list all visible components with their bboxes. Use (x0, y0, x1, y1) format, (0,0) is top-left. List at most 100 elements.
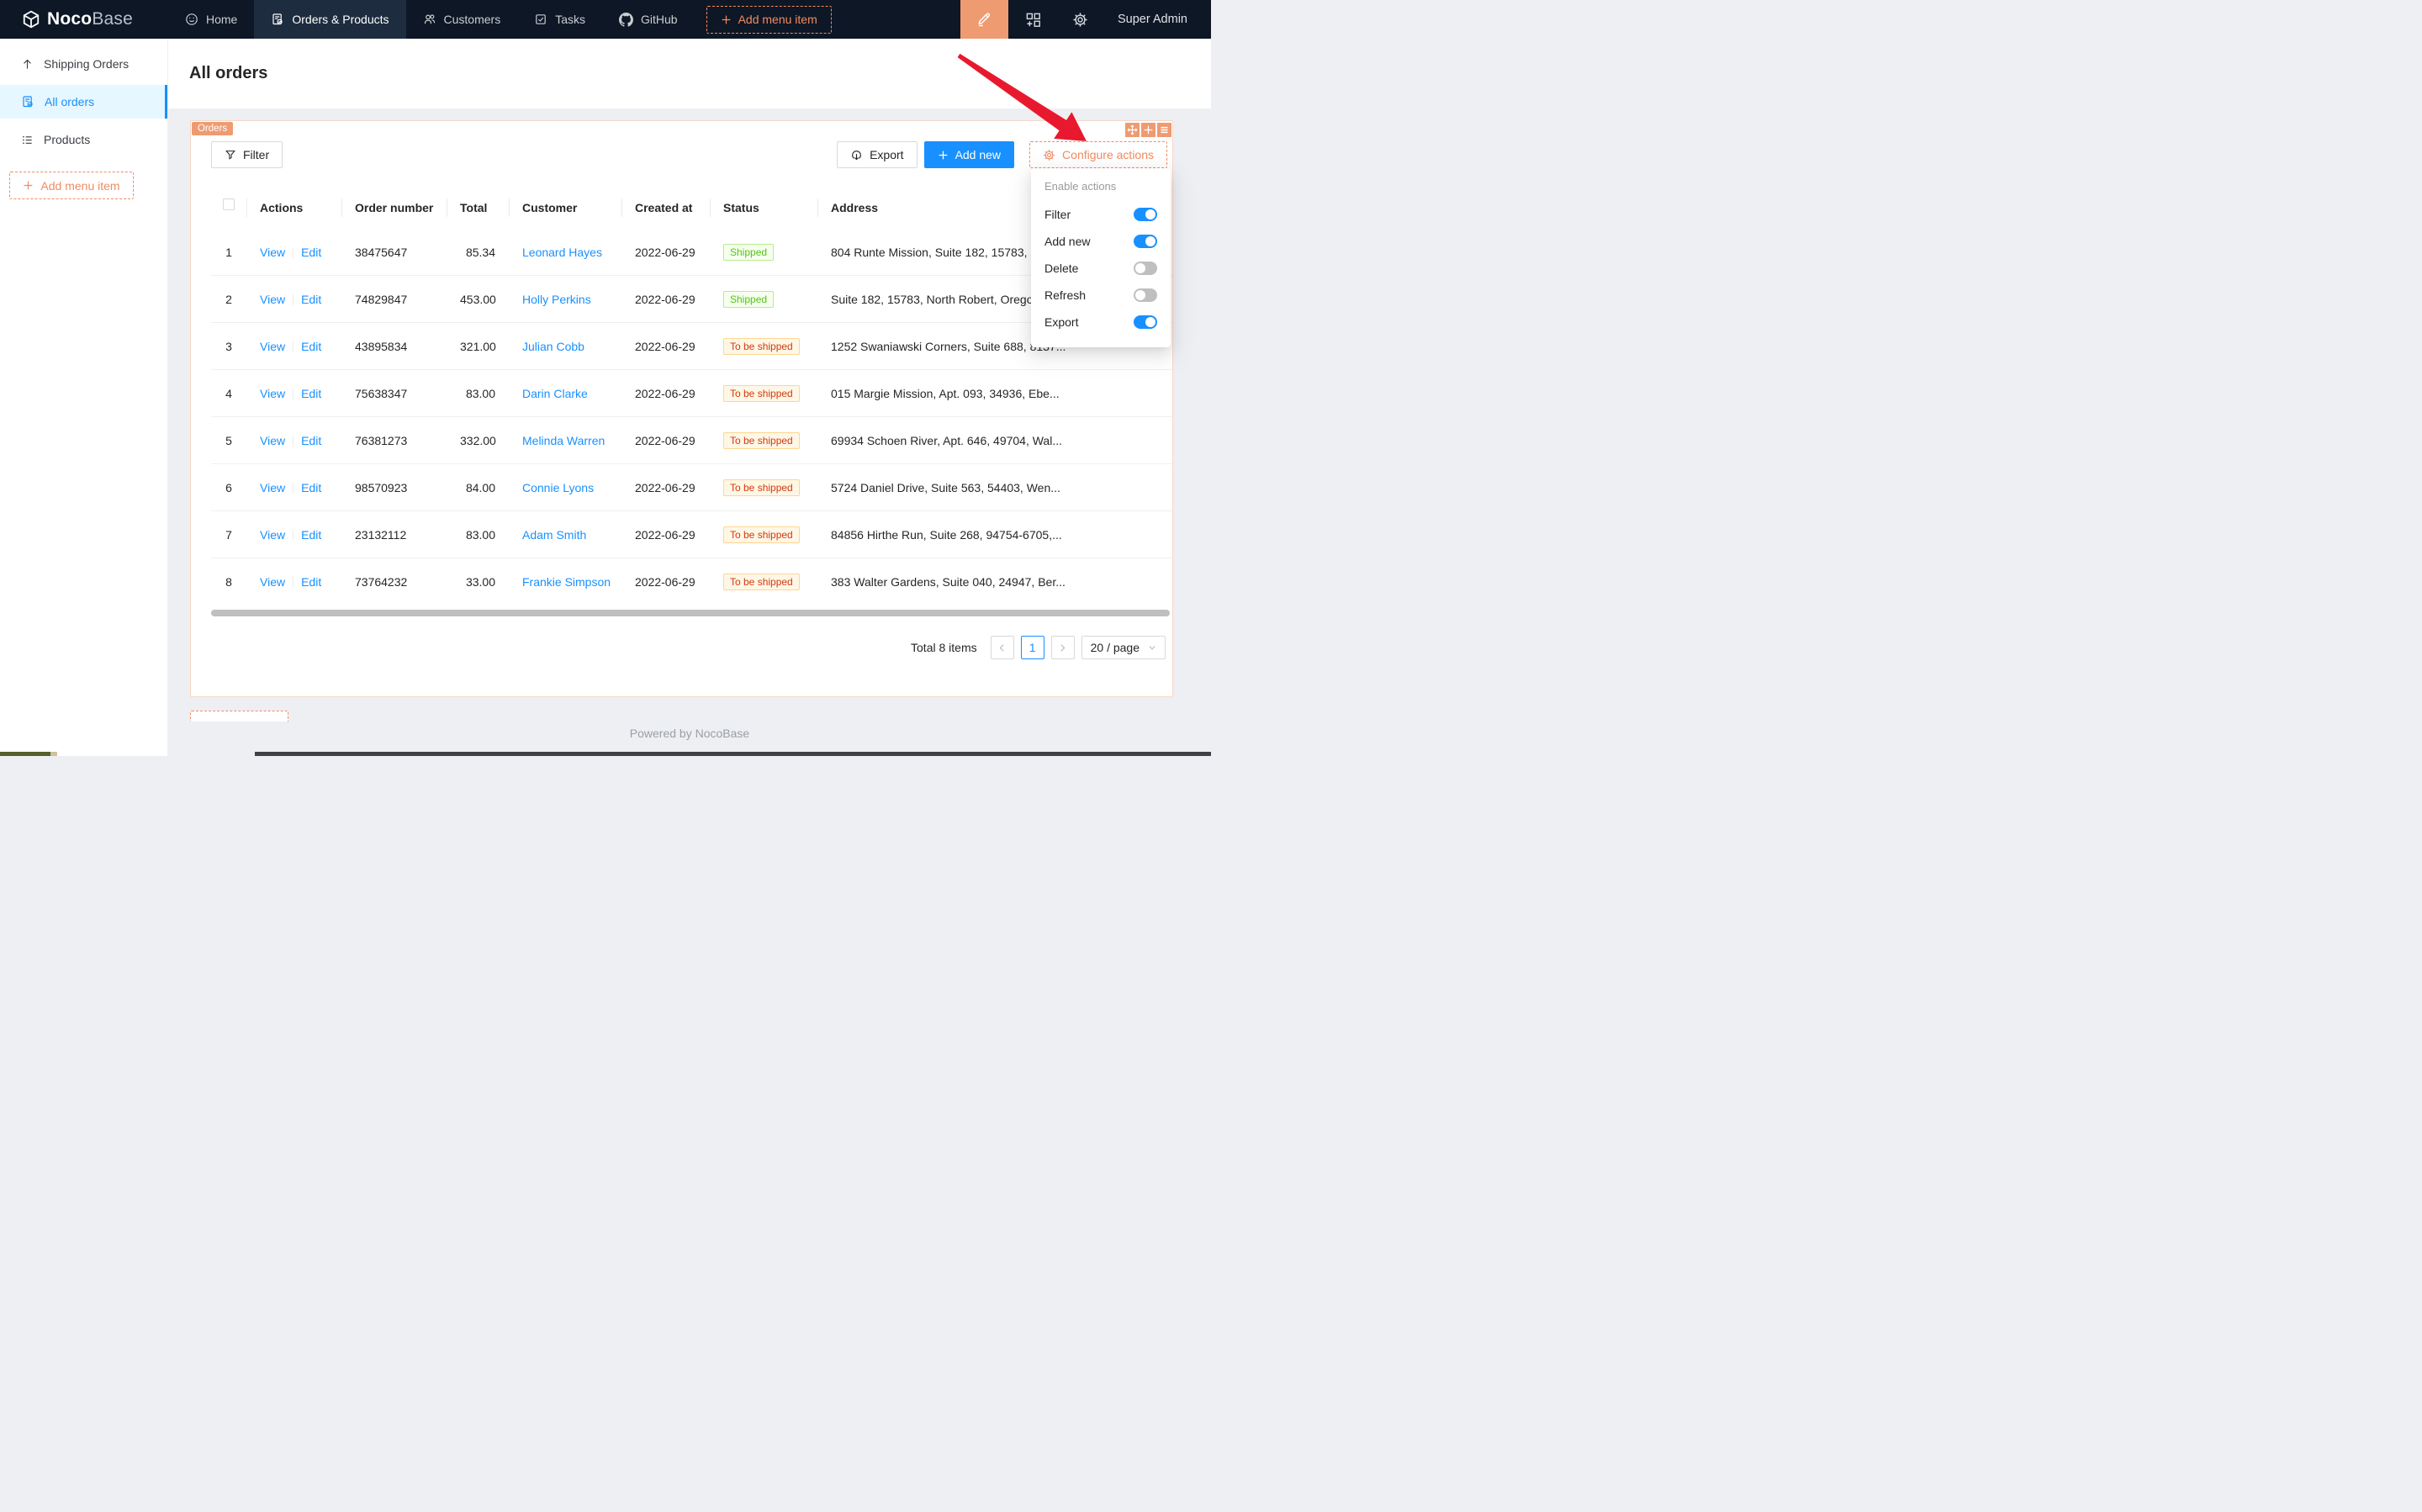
sidebar-item-all-orders[interactable]: All orders (0, 85, 167, 119)
enable-action-item-delete: Delete (1044, 255, 1157, 282)
order-number-cell: 23132112 (341, 528, 447, 542)
created-at-cell: 2022-06-29 (621, 293, 710, 306)
nav-item-label: Customers (444, 13, 501, 26)
edit-link[interactable]: Edit (301, 434, 321, 447)
nav-item-label: Orders & Products (292, 13, 389, 26)
nav-item-github[interactable]: GitHub (602, 0, 695, 39)
customer-link[interactable]: Leonard Hayes (522, 246, 602, 259)
toggle-knob (1145, 317, 1155, 327)
ui-editor-button[interactable] (960, 0, 1008, 39)
address-cell: 84856 Hirthe Run, Suite 268, 94754-6705,… (817, 528, 1171, 542)
view-link[interactable]: View (260, 246, 285, 259)
total-cell: 83.00 (447, 528, 509, 542)
sidebar-item-shipping-orders[interactable]: Shipping Orders (0, 47, 167, 81)
nocobase-logo[interactable]: NocoBase (0, 9, 168, 29)
edit-link[interactable]: Edit (301, 246, 321, 259)
status-cell: Shipped (710, 244, 817, 261)
row-index: 2 (225, 293, 232, 306)
toggle-switch[interactable] (1134, 288, 1157, 302)
window-bottom-scrollbar[interactable] (255, 752, 1211, 756)
view-link[interactable]: View (260, 340, 285, 353)
address-value: 804 Runte Mission, Suite 182, 15783, N (831, 246, 1039, 259)
customer-link[interactable]: Connie Lyons (522, 481, 594, 494)
edit-link[interactable]: Edit (301, 528, 321, 542)
created-at-value: 2022-06-29 (635, 293, 695, 306)
select-all-cell (211, 198, 246, 217)
customer-link[interactable]: Frankie Simpson (522, 575, 611, 589)
prev-page-button[interactable] (991, 636, 1014, 659)
created-at-cell: 2022-06-29 (621, 528, 710, 542)
edit-link[interactable]: Edit (301, 481, 321, 494)
configure-actions-button[interactable]: Configure actions (1029, 141, 1167, 168)
top-navbar: NocoBase Home Orders & Products Customers T… (0, 0, 1211, 39)
customer-link[interactable]: Darin Clarke (522, 387, 588, 400)
toggle-switch[interactable] (1134, 315, 1157, 329)
export-button[interactable]: Export (837, 141, 917, 168)
table-row: 1ViewEdit3847564785.34Leonard Hayes2022-… (211, 229, 1172, 276)
edit-link[interactable]: Edit (301, 575, 321, 589)
status-cell: To be shipped (710, 385, 817, 402)
add-block-icon[interactable] (1141, 123, 1155, 137)
add-new-button[interactable]: Add new (924, 141, 1014, 168)
view-link[interactable]: View (260, 387, 285, 400)
nav-item-orders-products[interactable]: Orders & Products (254, 0, 405, 39)
address-value: 383 Walter Gardens, Suite 040, 24947, Be… (831, 575, 1066, 589)
view-link[interactable]: View (260, 481, 285, 494)
next-page-button[interactable] (1051, 636, 1075, 659)
toggle-switch[interactable] (1134, 208, 1157, 221)
address-value: 015 Margie Mission, Apt. 093, 34936, Ebe… (831, 387, 1060, 400)
customer-cell: Julian Cobb (509, 340, 621, 353)
popover-title: Enable actions (1044, 180, 1157, 193)
sidebar-item-products[interactable]: Products (0, 123, 167, 156)
view-link[interactable]: View (260, 528, 285, 542)
nav-item-customers[interactable]: Customers (406, 0, 518, 39)
select-all-checkbox[interactable] (223, 198, 235, 210)
order-number-cell: 75638347 (341, 387, 447, 400)
row-actions-cell: View Edit (246, 340, 341, 353)
sidebar: Shipping Orders All orders Products Add me… (0, 39, 168, 756)
view-link[interactable]: View (260, 575, 285, 589)
table-row: 5ViewEdit76381273332.00Melinda Warren202… (211, 417, 1172, 464)
nav-add-menu-item-button[interactable]: Add menu item (706, 6, 832, 34)
view-link[interactable]: View (260, 293, 285, 306)
customer-link[interactable]: Melinda Warren (522, 434, 605, 447)
customer-link[interactable]: Adam Smith (522, 528, 586, 542)
order-number-cell: 76381273 (341, 434, 447, 447)
row-index-cell: 7 (211, 528, 246, 542)
page-number-button[interactable]: 1 (1021, 636, 1044, 659)
toggle-switch[interactable] (1134, 262, 1157, 275)
user-menu[interactable]: Super Admin (1099, 13, 1211, 26)
view-link[interactable]: View (260, 434, 285, 447)
customer-link[interactable]: Julian Cobb (522, 340, 584, 353)
status-badge: Shipped (723, 244, 774, 261)
block-collection-tag: Orders (192, 122, 233, 135)
customer-link[interactable]: Holly Perkins (522, 293, 591, 306)
edit-link[interactable]: Edit (301, 293, 321, 306)
order-number: 74829847 (355, 293, 407, 306)
created-at-value: 2022-06-29 (635, 528, 695, 542)
edit-link[interactable]: Edit (301, 387, 321, 400)
plugin-manager-icon[interactable] (1015, 0, 1052, 39)
filter-button[interactable]: Filter (211, 141, 283, 168)
edit-link[interactable]: Edit (301, 340, 321, 353)
add-block-button[interactable]: Add block (190, 711, 288, 722)
scrollbar-thumb[interactable] (211, 610, 1170, 616)
created-at-cell: 2022-06-29 (621, 434, 710, 447)
created-at-value: 2022-06-29 (635, 246, 695, 259)
sidebar-add-menu-item-button[interactable]: Add menu item (9, 172, 134, 199)
nav-item-home[interactable]: Home (168, 0, 254, 39)
smiley-icon (185, 13, 198, 26)
column-header-total: Total (447, 198, 509, 217)
block-settings-menu-icon[interactable] (1157, 123, 1171, 137)
row-actions-cell: View Edit (246, 434, 341, 447)
powered-by-footer: Powered by NocoBase (168, 727, 1211, 740)
drag-handle-icon[interactable] (1125, 123, 1140, 137)
nav-item-tasks[interactable]: Tasks (517, 0, 602, 39)
page-size-select[interactable]: 20 / page (1081, 636, 1166, 659)
settings-gear-icon[interactable] (1062, 0, 1099, 39)
nav-add-menu-item-label: Add menu item (738, 13, 817, 26)
address-value: Suite 182, 15783, North Robert, Oregon (831, 293, 1039, 306)
toggle-knob (1145, 236, 1155, 246)
toggle-switch[interactable] (1134, 235, 1157, 248)
toggle-knob (1135, 290, 1145, 300)
